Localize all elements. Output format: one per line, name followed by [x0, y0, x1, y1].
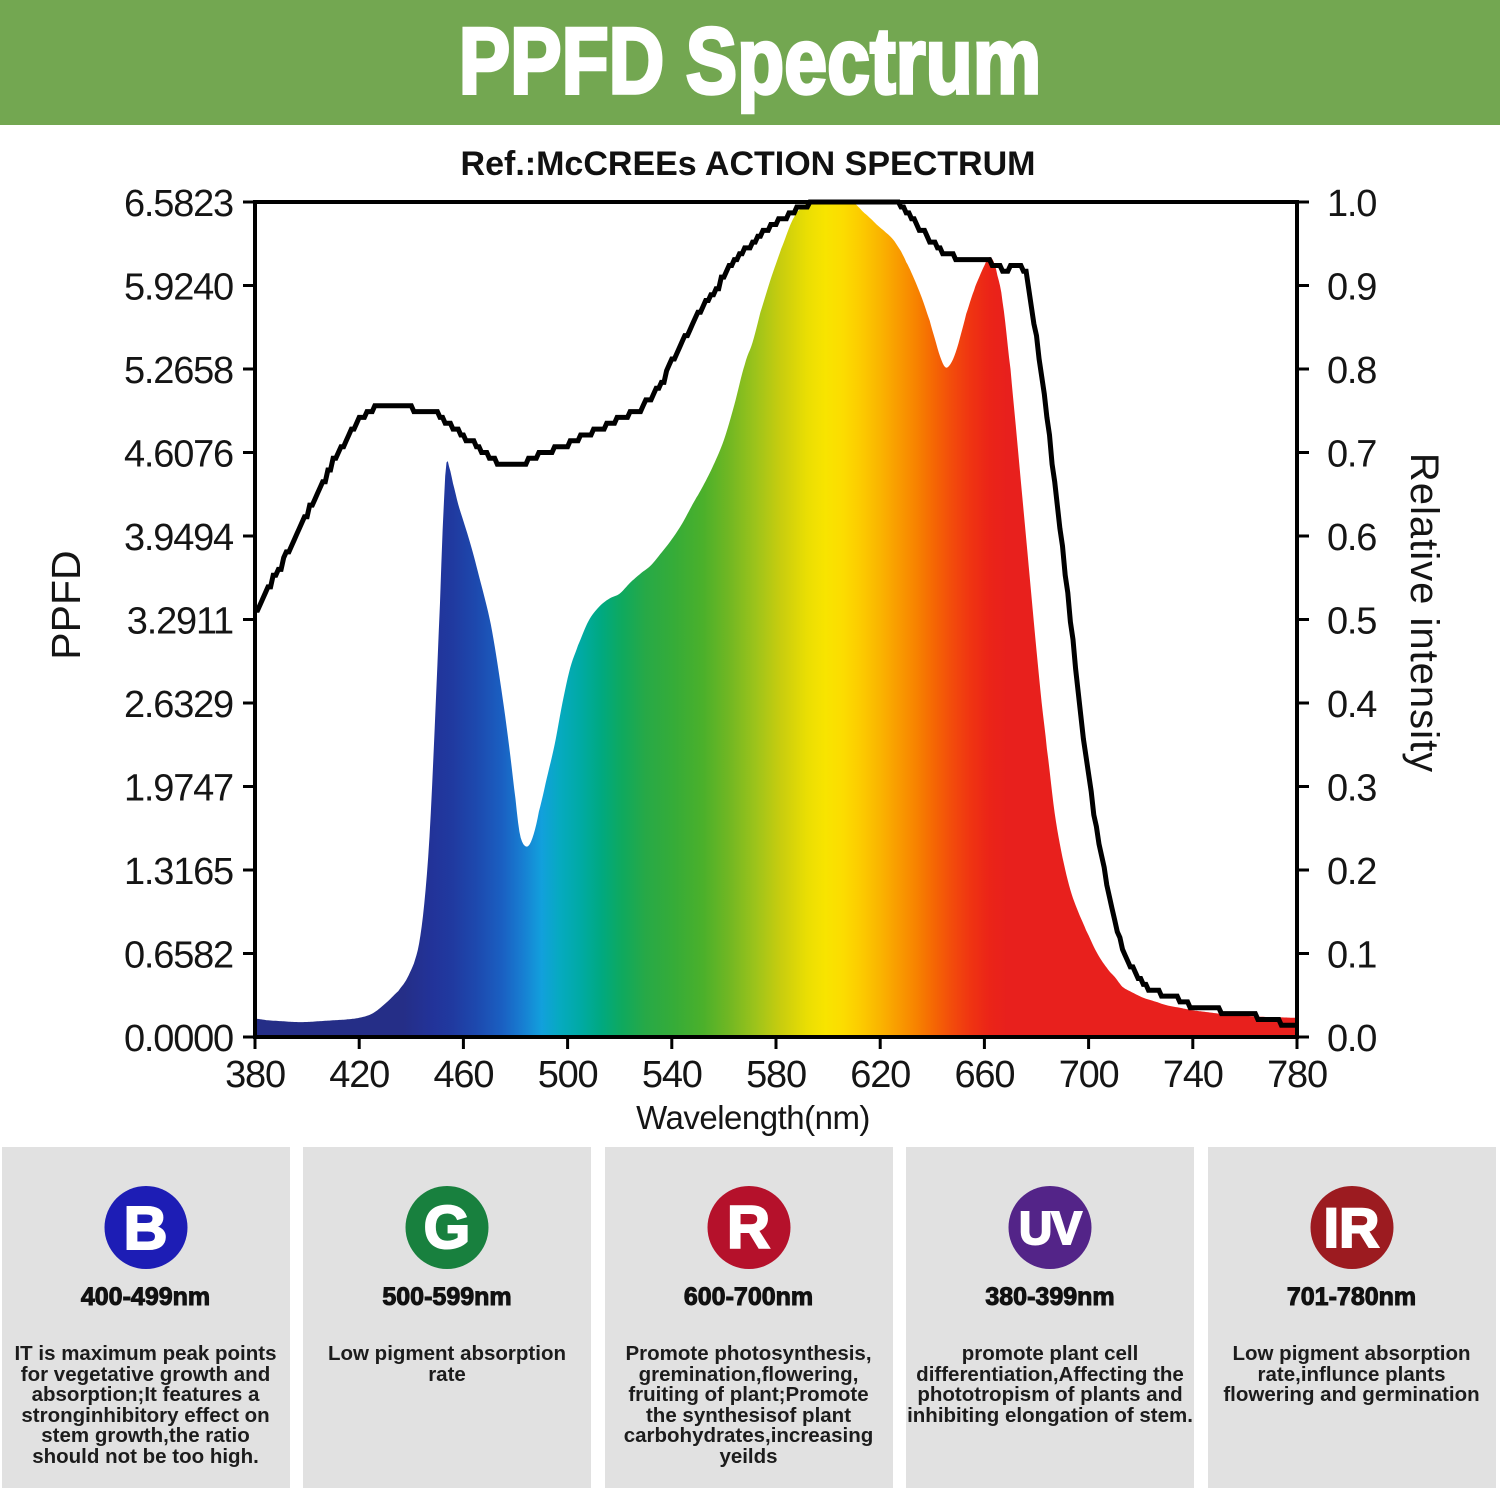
svg-text:580: 580 — [746, 1054, 806, 1096]
svg-text:660: 660 — [954, 1054, 1014, 1096]
svg-text:540: 540 — [642, 1054, 702, 1096]
svg-text:500: 500 — [538, 1054, 598, 1096]
svg-text:2.6329: 2.6329 — [124, 684, 233, 726]
svg-text:Ref.:McCREEs ACTION SPECTRUM: Ref.:McCREEs ACTION SPECTRUM — [461, 145, 1036, 183]
svg-text:PPFD: PPFD — [43, 550, 89, 659]
svg-text:0.4: 0.4 — [1327, 684, 1377, 726]
svg-text:780: 780 — [1267, 1054, 1327, 1096]
svg-text:0.7: 0.7 — [1327, 434, 1376, 476]
svg-text:0.1: 0.1 — [1327, 935, 1376, 977]
svg-text:0.8: 0.8 — [1327, 350, 1376, 392]
svg-text:1.3165: 1.3165 — [124, 851, 233, 893]
svg-text:0.2: 0.2 — [1327, 851, 1376, 893]
svg-text:740: 740 — [1163, 1054, 1223, 1096]
svg-text:4.6076: 4.6076 — [124, 434, 233, 476]
svg-text:380: 380 — [225, 1054, 285, 1096]
svg-text:1.0: 1.0 — [1327, 183, 1376, 225]
svg-text:1.9747: 1.9747 — [124, 768, 233, 810]
svg-text:0.6: 0.6 — [1327, 517, 1376, 559]
svg-text:Relative intensity: Relative intensity — [1402, 453, 1446, 773]
svg-text:5.9240: 5.9240 — [124, 267, 233, 309]
svg-text:0.9: 0.9 — [1327, 267, 1376, 309]
svg-text:3.9494: 3.9494 — [124, 517, 234, 559]
svg-text:Wavelength(nm): Wavelength(nm) — [636, 1099, 870, 1136]
svg-text:0.3: 0.3 — [1327, 768, 1376, 810]
svg-text:420: 420 — [329, 1054, 389, 1096]
svg-text:5.2658: 5.2658 — [124, 350, 233, 392]
svg-text:0.6582: 0.6582 — [124, 935, 233, 977]
svg-text:460: 460 — [433, 1054, 493, 1096]
svg-text:0.0000: 0.0000 — [124, 1018, 233, 1060]
svg-text:0.0: 0.0 — [1327, 1018, 1376, 1060]
svg-text:620: 620 — [850, 1054, 910, 1096]
svg-text:0.5: 0.5 — [1327, 601, 1376, 643]
svg-text:6.5823: 6.5823 — [124, 183, 233, 225]
svg-text:3.2911: 3.2911 — [127, 601, 233, 643]
svg-text:700: 700 — [1059, 1054, 1119, 1096]
